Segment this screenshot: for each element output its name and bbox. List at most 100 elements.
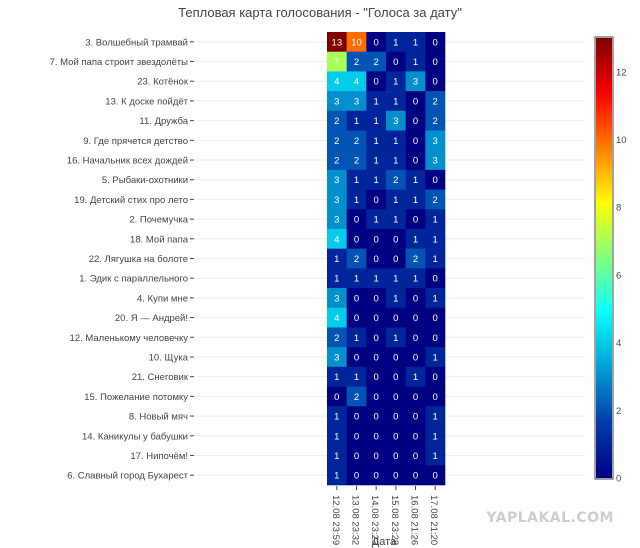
cell-value-label: 1 [354, 274, 359, 285]
cell-value-label: 3 [433, 156, 438, 167]
heatmap-cell [425, 465, 446, 486]
heatmap-cell [425, 110, 446, 131]
heatmap-cell [425, 91, 446, 112]
heatmap-cell [366, 445, 387, 466]
cell-value-label: 0 [374, 352, 379, 363]
cell-value-label: 3 [433, 136, 438, 147]
colorbar-tick-label: 0 [616, 474, 621, 485]
cell-value-label: 2 [374, 57, 379, 68]
x-tick-label: 15.08 23:28 [389, 495, 400, 545]
cell-value-label: 0 [393, 471, 398, 482]
heatmap-cell [366, 209, 387, 230]
heatmap-cell [366, 366, 387, 387]
y-tick-label: 10. Щука [149, 352, 189, 363]
cell-value-label: 1 [413, 234, 418, 245]
cell-value-label: 1 [374, 96, 379, 107]
heatmap-cell [405, 307, 426, 328]
cell-value-label: 3 [413, 77, 418, 88]
y-tick-label: 22. Лягушка на болоте [89, 254, 188, 265]
heatmap-cell [327, 248, 347, 269]
heatmap-cell [346, 465, 367, 486]
cell-value-label: 0 [413, 313, 418, 324]
heatmap-cell [346, 347, 367, 368]
heatmap-cell [327, 189, 347, 210]
heatmap-cell [327, 110, 347, 131]
cell-value-label: 3 [334, 215, 339, 226]
cell-value-label: 0 [374, 293, 379, 304]
heatmap-cell [346, 327, 367, 348]
y-tick-label: 8. Новый мяч [129, 412, 188, 423]
cell-value-label: 4 [334, 77, 339, 88]
y-tick-label: 17. Нипочём! [130, 451, 188, 462]
cell-value-label: 0 [413, 136, 418, 147]
colorbar-tick-label: 2 [616, 406, 621, 417]
heatmap-cell [405, 189, 426, 210]
heatmap-cell [386, 228, 406, 249]
cell-value-label: 1 [374, 175, 379, 186]
x-tick-label: 13.08 23:32 [350, 495, 361, 545]
heatmap-cell [346, 425, 367, 446]
cell-value-label: 4 [334, 313, 339, 324]
cell-value-label: 0 [354, 293, 359, 304]
heatmap-cell [405, 366, 426, 387]
cell-value-label: 0 [413, 352, 418, 363]
heatmap-cell [405, 445, 426, 466]
cell-value-label: 2 [354, 136, 359, 147]
cell-value-label: 1 [354, 333, 359, 344]
heatmap-cell [405, 425, 426, 446]
cell-value-label: 0 [393, 372, 398, 383]
heatmap-cell [386, 307, 406, 328]
cell-value-label: 0 [374, 451, 379, 462]
cell-value-label: 0 [334, 392, 339, 403]
y-tick-label: 7. Мой папа строит звездолёты [50, 57, 189, 68]
heatmap-cell [386, 347, 406, 368]
x-tick-label: 17.08 21:20 [428, 495, 439, 545]
heatmap-cell [405, 150, 426, 171]
heatmap-cell [366, 71, 387, 92]
heatmap-cell [386, 445, 406, 466]
heatmap-cell [405, 248, 426, 269]
cell-value-label: 13 [332, 37, 343, 48]
cell-value-label: 0 [413, 116, 418, 127]
cell-value-label: 3 [354, 96, 359, 107]
heatmap-cell [346, 366, 367, 387]
cell-value-label: 0 [393, 412, 398, 423]
cell-value-label: 1 [334, 372, 339, 383]
heatmap-cell [327, 327, 347, 348]
cell-value-label: 0 [354, 412, 359, 423]
cell-value-label: 0 [374, 313, 379, 324]
heatmap-cell [346, 32, 367, 52]
cell-value-label: 2 [393, 175, 398, 186]
cell-value-label: 0 [413, 293, 418, 304]
cell-value-label: 2 [334, 156, 339, 167]
cell-value-label: 1 [374, 156, 379, 167]
cell-value-label: 1 [413, 195, 418, 206]
cell-value-label: 0 [413, 392, 418, 403]
cell-value-label: 0 [354, 431, 359, 442]
heatmap-cell [405, 386, 426, 407]
cell-value-label: 0 [374, 412, 379, 423]
heatmap-cell [346, 228, 367, 249]
cell-value-label: 1 [334, 274, 339, 285]
heatmap-cell [327, 51, 347, 72]
cell-value-label: 1 [433, 352, 438, 363]
heatmap-cell [425, 425, 446, 446]
heatmap-cell [366, 406, 387, 427]
heatmap-cell [425, 445, 446, 466]
cell-value-label: 0 [354, 215, 359, 226]
cell-value-label: 2 [433, 116, 438, 127]
heatmap-cell [386, 268, 406, 289]
heatmap-cell [366, 327, 387, 348]
x-tick-label: 16.08 21:26 [409, 495, 420, 545]
heatmap-cell [405, 288, 426, 309]
cell-value-label: 1 [433, 215, 438, 226]
heatmap-cell [425, 71, 446, 92]
y-tick-label: 15. Пожелание потомку [84, 392, 188, 403]
cell-value-label: 2 [433, 96, 438, 107]
heatmap-cell [386, 130, 406, 151]
cell-value-label: 0 [413, 471, 418, 482]
y-tick-label: 19. Детский стих про лето [74, 195, 188, 206]
heatmap-cell [327, 150, 347, 171]
colorbar-border [594, 36, 614, 480]
cell-value-label: 0 [433, 274, 438, 285]
